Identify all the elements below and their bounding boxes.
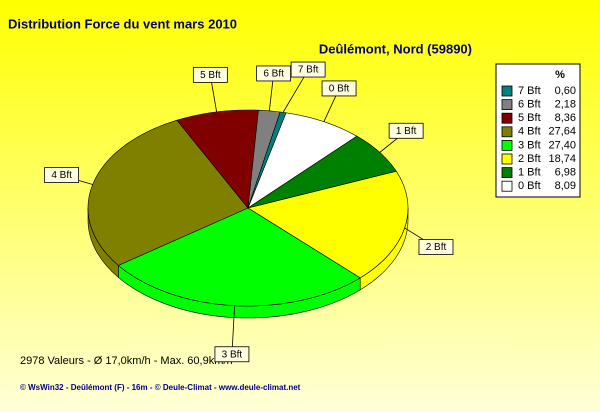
slice-label: 7 Bft [298,65,319,76]
slice-label-box [214,346,250,363]
slice-label-box [192,66,228,83]
slice-label-box [418,239,454,255]
slice-label-box [44,167,80,183]
slice-label: 1 Bft [396,126,417,137]
slice-label: 3 Bft [222,349,243,360]
legend-swatch [501,180,513,192]
footer: 2978 Valeurs - Ø 17,0km/h - Max. 60,9km/… [20,355,233,367]
pie: 0 Bft 1 Bft 2 Bft 3 Bft 4 Bft 5 Bft 6 Bft 7 Bft [44,61,454,363]
slice-label: 4 Bft [51,170,72,181]
legend-swatch [501,126,513,138]
chart-subtitle: Deûlémont, Nord (59890) [319,41,472,56]
legend-value: 0,60 [555,85,576,97]
slice [117,207,361,307]
legend-value: 18,74 [548,153,576,165]
slice [247,111,287,209]
legend-value: 27,40 [548,139,576,151]
legend-swatch [501,153,513,165]
slice-label: 5 Bft [200,70,221,81]
slice-label-box [290,61,326,78]
slice-label: 6 Bft [263,69,284,80]
legend-label: 6 Bft [518,99,541,111]
slice-label: 2 Bft [426,242,447,253]
legend-label: 7 Bft [518,85,541,97]
legend: 7 Bft 0,60 6 Bft 2,18 5 Bft 8,36 4 Bft 27,64 3 B… [501,85,576,192]
legend-value: 2,18 [555,99,576,111]
chart-title: Distribution Force du vent mars 2010 [8,16,237,31]
legend-swatch [501,112,513,124]
legend-swatch [501,139,513,151]
slice [87,119,249,266]
slice-label-box [321,80,357,97]
legend-value: 27,64 [548,126,576,138]
legend-swatch [501,99,513,110]
legend-swatch [501,85,513,97]
legend-label: 2 Bft [518,153,541,165]
slice-label-box [388,122,424,139]
legend-swatch [501,167,513,179]
legend-label: 5 Bft [518,112,541,124]
legend-header: % [555,69,565,81]
legend-label: 0 Bft [518,180,541,192]
legend-value: 6,98 [555,167,576,179]
legend-label: 1 Bft [518,167,541,179]
slice-label: 0 Bft [329,84,350,95]
credit: © WsWin32 - Deûlémont (F) - 16m - © Deul… [20,383,301,392]
legend-label: 3 Bft [518,139,541,151]
legend-value: 8,09 [555,180,576,192]
slice-label-box [256,65,292,82]
legend-label: 4 Bft [518,126,541,138]
legend-value: 8,36 [555,112,576,124]
